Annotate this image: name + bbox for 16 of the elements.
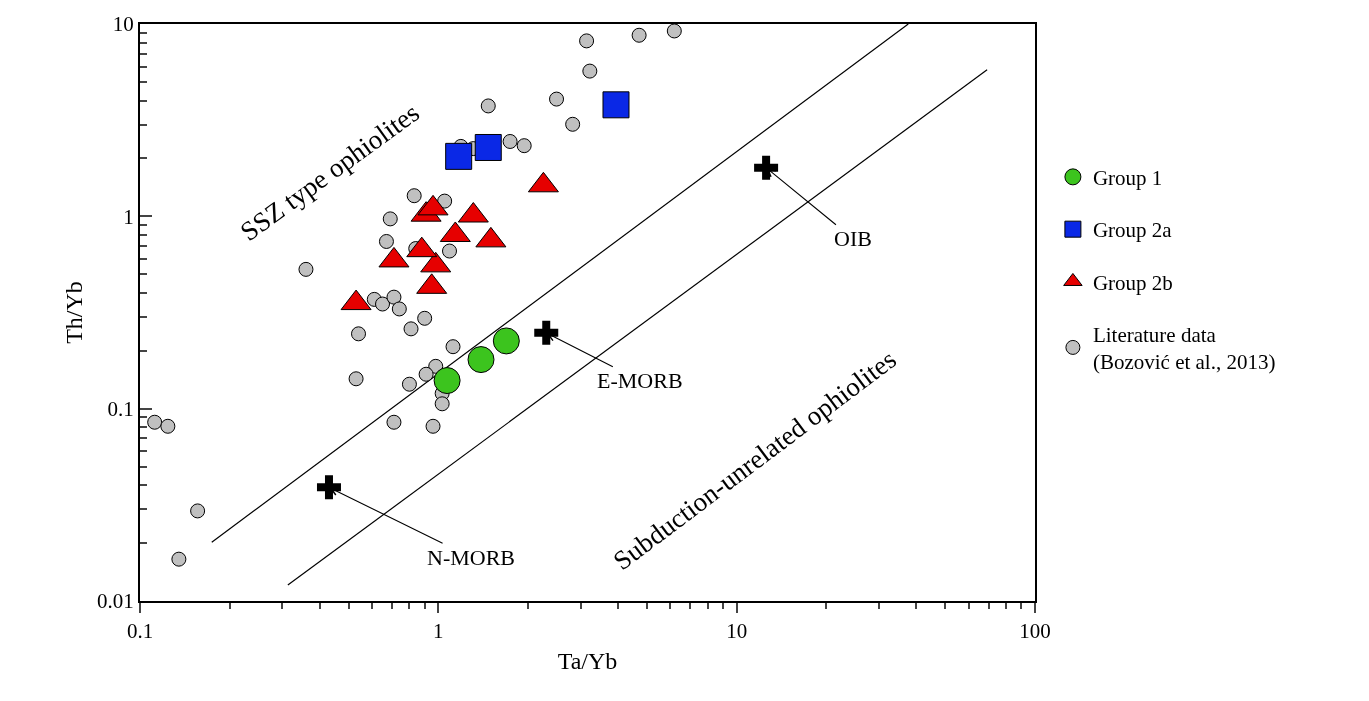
y-tick-label: 0.01 <box>97 589 134 614</box>
legend-label: Group 1 <box>1092 166 1163 191</box>
annotation: E-MORB <box>597 368 683 393</box>
y-tick-label: 0.1 <box>107 397 134 422</box>
x-axis-title: Ta/Yb <box>557 648 618 674</box>
x-tick-label: 1 <box>433 619 444 644</box>
x-tick-label: 100 <box>1019 619 1051 644</box>
x-tick-label: 10 <box>726 619 748 644</box>
annotation: OIB <box>834 226 872 251</box>
annotation: N-MORB <box>427 545 516 570</box>
y-tick-label: 1 <box>123 204 134 229</box>
legend-label: Literature data (Bozović et al., 2013) <box>1092 322 1276 375</box>
y-axis-title: Th/Yb <box>60 281 87 344</box>
y-tick-label: 10 <box>112 12 134 37</box>
legend-label: Group 2a <box>1092 218 1173 243</box>
legend-label: Group 2b <box>1092 270 1173 295</box>
